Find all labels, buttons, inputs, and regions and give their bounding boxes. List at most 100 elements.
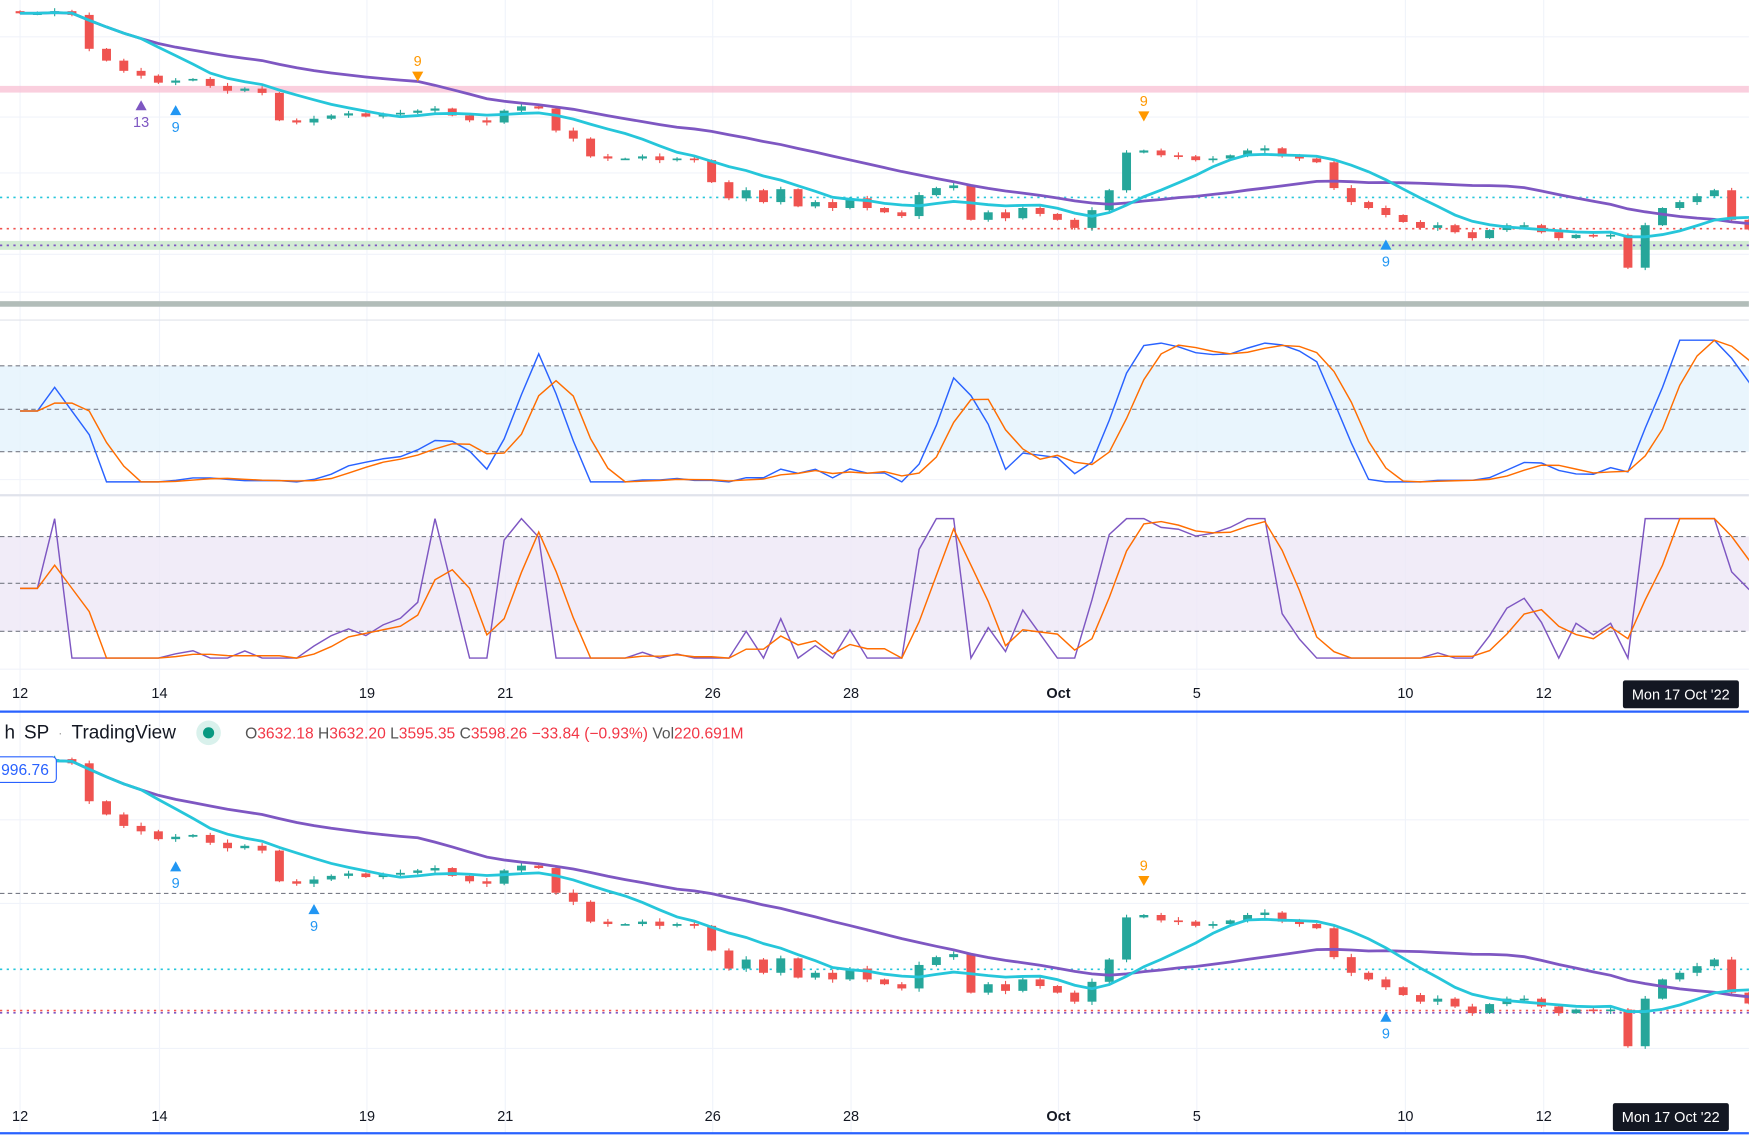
- candle-down: [257, 845, 267, 851]
- candle-up: [1122, 152, 1132, 191]
- candle-down: [292, 120, 302, 123]
- candle-up: [240, 845, 250, 849]
- time-axis-label: 5: [1192, 1107, 1201, 1125]
- candle-down: [292, 881, 302, 884]
- candle-up: [672, 924, 682, 926]
- candle-down: [1035, 207, 1045, 214]
- candle-down: [568, 892, 578, 902]
- open-label: O: [245, 723, 258, 742]
- candle-up: [1675, 972, 1685, 980]
- candle-up: [1485, 230, 1495, 239]
- candle-up: [413, 110, 423, 113]
- time-axis-label: 28: [842, 684, 860, 702]
- candle-down: [447, 108, 457, 116]
- candle-down: [1329, 928, 1339, 958]
- candle-down: [153, 75, 163, 83]
- candle-up: [638, 921, 647, 925]
- candle-up: [326, 115, 336, 119]
- support-zone: [0, 240, 1749, 250]
- candle-down: [655, 156, 665, 161]
- stoch-k-line: [20, 517, 1749, 661]
- candle-down: [759, 959, 768, 973]
- candle-down: [1070, 219, 1080, 228]
- buy-signal-count: 9: [172, 876, 180, 892]
- candle-down: [1416, 221, 1425, 228]
- open-value: 3632.18: [257, 723, 314, 742]
- candle-up: [430, 868, 440, 871]
- candle-down: [551, 108, 561, 131]
- candle-up: [1225, 920, 1235, 925]
- candle-down: [534, 106, 544, 109]
- candle-down: [119, 814, 129, 826]
- candle-down: [102, 801, 111, 815]
- candle-down: [1277, 148, 1287, 157]
- candle-down: [465, 115, 475, 121]
- candle-up: [1675, 202, 1685, 208]
- candle-down: [603, 921, 613, 925]
- candle-down: [1312, 158, 1322, 163]
- candle-up: [1243, 914, 1253, 921]
- candle-down: [603, 156, 613, 159]
- volume-label: Vol: [652, 723, 675, 742]
- candle-up: [344, 873, 354, 876]
- candle-down: [136, 825, 146, 832]
- candle-down: [1191, 156, 1201, 161]
- sell-signal-count: 9: [414, 54, 422, 70]
- time-axis-label: 10: [1397, 1107, 1414, 1125]
- candle-down: [1623, 1009, 1633, 1047]
- time-axis-label: 26: [704, 684, 721, 702]
- candle-down: [1001, 984, 1010, 991]
- candle-up: [309, 879, 319, 884]
- candle-up: [1709, 190, 1719, 197]
- candle-up: [741, 190, 751, 199]
- time-axis-label: 26: [704, 1107, 721, 1125]
- candle-up: [931, 188, 941, 196]
- data-source: TradingView: [71, 721, 176, 743]
- candle-up: [1485, 1004, 1495, 1014]
- candle-up: [240, 88, 250, 91]
- candle-down: [586, 901, 596, 922]
- candle-down: [361, 873, 371, 878]
- candle-down: [793, 958, 803, 978]
- candle-up: [776, 189, 786, 203]
- candle-up: [344, 113, 354, 116]
- buy-signal-icon: [1380, 1011, 1392, 1022]
- candle-up: [1260, 148, 1270, 151]
- symbol-name[interactable]: SP: [23, 721, 50, 743]
- stoch-rsi-band: [0, 365, 1749, 452]
- resistance-zone: [0, 85, 1749, 93]
- candle-down: [1156, 150, 1166, 156]
- candle-down: [274, 92, 284, 121]
- candle-down: [205, 834, 215, 843]
- candle-down: [568, 130, 578, 139]
- candle-down: [482, 120, 492, 123]
- candle-down: [361, 113, 371, 117]
- candle-up: [1692, 196, 1702, 203]
- stoch-d-line: [20, 517, 1749, 660]
- candle-down: [1416, 995, 1425, 1002]
- candle-up: [395, 112, 405, 115]
- candle-down: [1173, 155, 1183, 157]
- pane-separator-handle: [0, 301, 1749, 307]
- sell-signal-count: 9: [1140, 858, 1148, 874]
- candle-down: [84, 14, 94, 49]
- high-label: H: [318, 723, 330, 742]
- candle-down: [1381, 207, 1391, 215]
- candle-up: [1208, 924, 1218, 926]
- ohlc-values: O3632.18 H3632.20 L3595.35 C3598.26 −33.…: [245, 724, 743, 742]
- candle-down: [551, 868, 561, 893]
- candle-up: [1208, 158, 1218, 161]
- candle-down: [1035, 979, 1045, 987]
- close-value: 3598.26: [470, 723, 528, 742]
- candle-up: [1018, 207, 1028, 219]
- candle-up: [776, 958, 786, 973]
- candle-up: [1225, 155, 1235, 159]
- stoch-rsi-d-line: [20, 339, 1749, 483]
- candle-up: [949, 954, 959, 958]
- time-axis-label: 12: [1535, 684, 1552, 702]
- candle-up: [1709, 959, 1719, 967]
- buy-signal-icon: [170, 105, 182, 116]
- candle-down: [1727, 190, 1737, 220]
